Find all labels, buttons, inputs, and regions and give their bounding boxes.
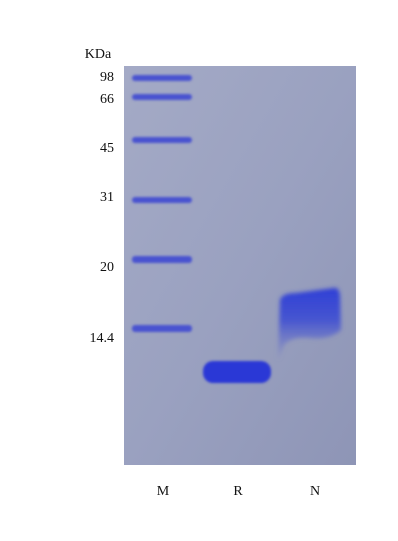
- marker-label: 14.4: [90, 331, 115, 346]
- marker-label: 66: [100, 92, 114, 107]
- marker-band: [132, 325, 192, 332]
- marker-label: 45: [100, 141, 114, 156]
- marker-bands: [132, 75, 192, 332]
- lane-label: R: [233, 484, 243, 499]
- marker-labels: 98 66 45 31 20 14.4: [90, 70, 115, 346]
- lane-label: N: [310, 484, 320, 499]
- marker-label: 31: [100, 190, 114, 205]
- lane-label: M: [157, 484, 170, 499]
- sample-band-n: [278, 287, 341, 360]
- marker-label: 98: [100, 70, 114, 85]
- marker-band: [132, 197, 192, 203]
- unit-label: KDa: [85, 47, 112, 62]
- gel: [124, 66, 356, 465]
- marker-label: 20: [100, 260, 114, 275]
- sample-band-r: [203, 361, 271, 383]
- marker-band: [132, 75, 192, 81]
- marker-band: [132, 94, 192, 100]
- marker-band: [132, 256, 192, 263]
- marker-band: [132, 137, 192, 143]
